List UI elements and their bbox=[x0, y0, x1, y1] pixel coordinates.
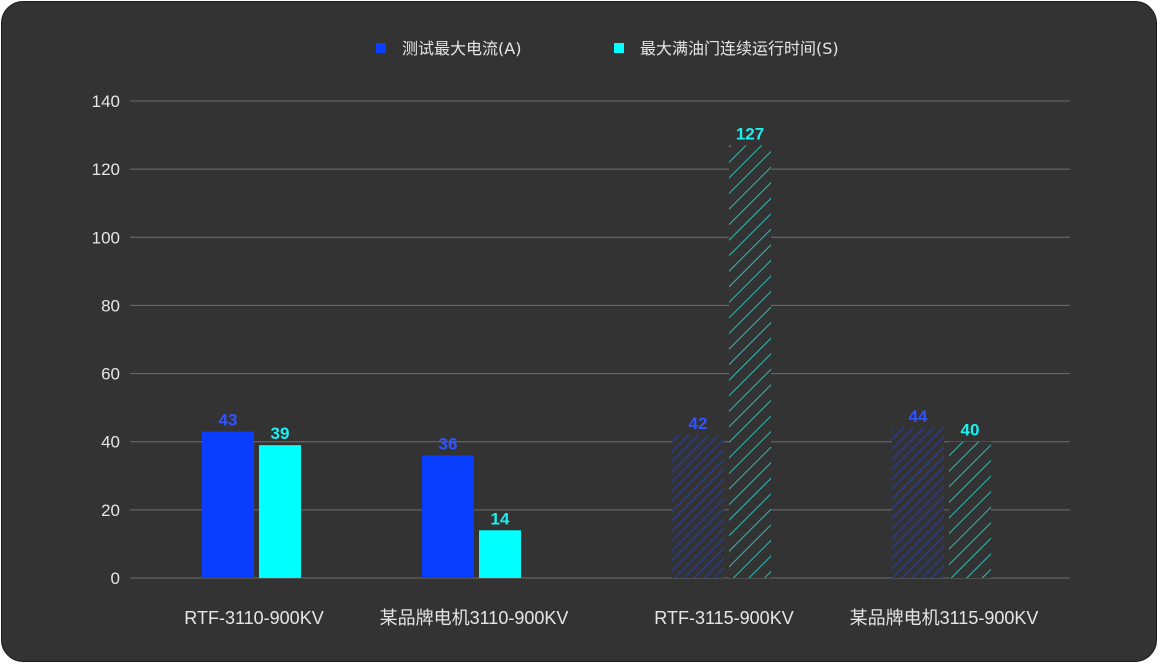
x-tick-label: RTF-3110-900KV bbox=[184, 608, 323, 628]
data-label: 36 bbox=[439, 434, 458, 453]
bar-runtime-0 bbox=[259, 445, 301, 578]
y-tick-label: 140 bbox=[92, 92, 120, 111]
data-label: 14 bbox=[491, 509, 510, 528]
bar-current-0 bbox=[202, 431, 254, 578]
legend-swatch-1 bbox=[614, 43, 624, 53]
data-label: 39 bbox=[271, 424, 290, 443]
legend-swatch-0 bbox=[376, 43, 386, 53]
y-tick-label: 100 bbox=[92, 228, 120, 247]
data-label: 42 bbox=[689, 414, 708, 433]
data-label: 44 bbox=[909, 407, 928, 426]
legend-label-1: 最大满油门连续运行时间(S) bbox=[640, 39, 839, 58]
data-label: 40 bbox=[961, 421, 980, 440]
data-label: 43 bbox=[219, 410, 238, 429]
bar-runtime-3 bbox=[949, 441, 991, 578]
bar-runtime-1 bbox=[479, 530, 521, 578]
x-tick-label: RTF-3115-900KV bbox=[654, 608, 793, 628]
y-tick-label: 120 bbox=[92, 160, 120, 179]
legend-label-0: 测试最大电流(A) bbox=[402, 39, 521, 58]
bar-current-3 bbox=[892, 428, 944, 578]
data-label: 127 bbox=[736, 124, 764, 143]
y-tick-label: 40 bbox=[101, 433, 120, 452]
y-tick-label: 80 bbox=[101, 296, 120, 315]
y-tick-label: 20 bbox=[101, 501, 120, 520]
x-tick-label: 某品牌电机3115-900KV bbox=[850, 608, 1039, 628]
bar-runtime-2 bbox=[729, 145, 771, 579]
y-tick-label: 60 bbox=[101, 365, 120, 384]
x-tick-label: 某品牌电机3110-900KV bbox=[380, 608, 569, 628]
bar-current-1 bbox=[422, 455, 474, 578]
bar-current-2 bbox=[672, 434, 724, 578]
y-tick-label: 0 bbox=[111, 569, 120, 588]
